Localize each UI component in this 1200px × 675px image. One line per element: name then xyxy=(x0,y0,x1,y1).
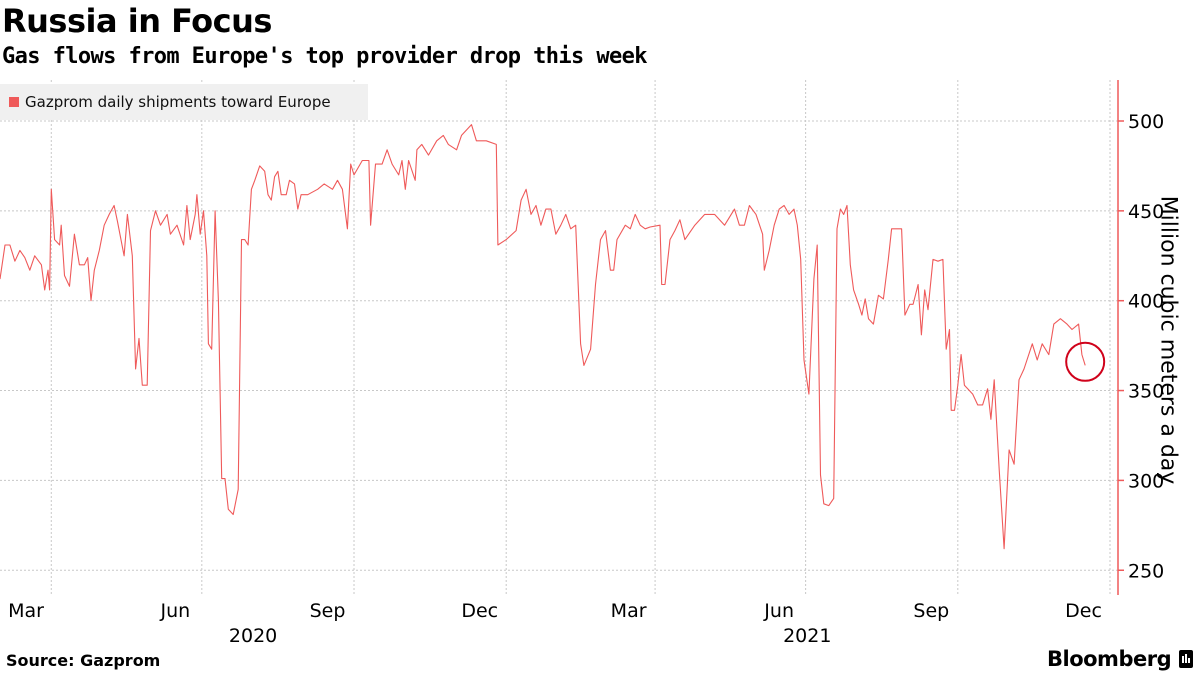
highlight-circle xyxy=(1065,341,1106,382)
x-tick-label: Mar xyxy=(611,600,647,622)
year-label: 2021 xyxy=(783,625,831,647)
y-tick-label: 300 xyxy=(1128,470,1164,492)
series-line-gazprom xyxy=(0,124,1086,550)
source-note: Source: Gazprom xyxy=(6,651,161,670)
y-tick-label: 350 xyxy=(1128,381,1164,403)
x-tick-label: Dec xyxy=(461,600,498,622)
chart-subtitle: Gas flows from Europe's top provider dro… xyxy=(2,44,648,69)
y-tick-label: 450 xyxy=(1128,201,1164,223)
x-axis-labels: Mar Jun Sep Dec Mar Jun Sep Dec 2020 2021 xyxy=(8,600,1102,647)
x-tick-label: Jun xyxy=(763,600,794,622)
annotation-group xyxy=(1065,341,1106,382)
x-tick-label: Mar xyxy=(8,600,44,622)
chart-title: Russia in Focus xyxy=(2,2,272,40)
series-group xyxy=(0,124,1086,550)
y-tick-label: 250 xyxy=(1128,560,1164,582)
y-axis: 250 300 350 400 450 500 xyxy=(1117,80,1164,595)
brand-name: Bloomberg xyxy=(1047,647,1172,671)
bloomberg-logo: Bloomberg xyxy=(1047,647,1194,671)
legend: Gazprom daily shipments toward Europe xyxy=(0,84,368,120)
x-tick-label: Jun xyxy=(160,600,191,622)
y-axis-title: Million cubic meters a day xyxy=(1155,195,1181,485)
year-label: 2020 xyxy=(229,625,277,647)
legend-label: Gazprom daily shipments toward Europe xyxy=(25,93,331,111)
gridlines xyxy=(0,80,1118,595)
y-tick-label: 500 xyxy=(1128,111,1164,133)
x-tick-label: Sep xyxy=(310,600,346,622)
bloomberg-chart-icon xyxy=(1179,650,1194,668)
legend-swatch xyxy=(9,97,19,107)
x-tick-label: Dec xyxy=(1065,600,1102,622)
y-tick-label: 400 xyxy=(1128,291,1164,313)
x-tick-label: Sep xyxy=(913,600,949,622)
